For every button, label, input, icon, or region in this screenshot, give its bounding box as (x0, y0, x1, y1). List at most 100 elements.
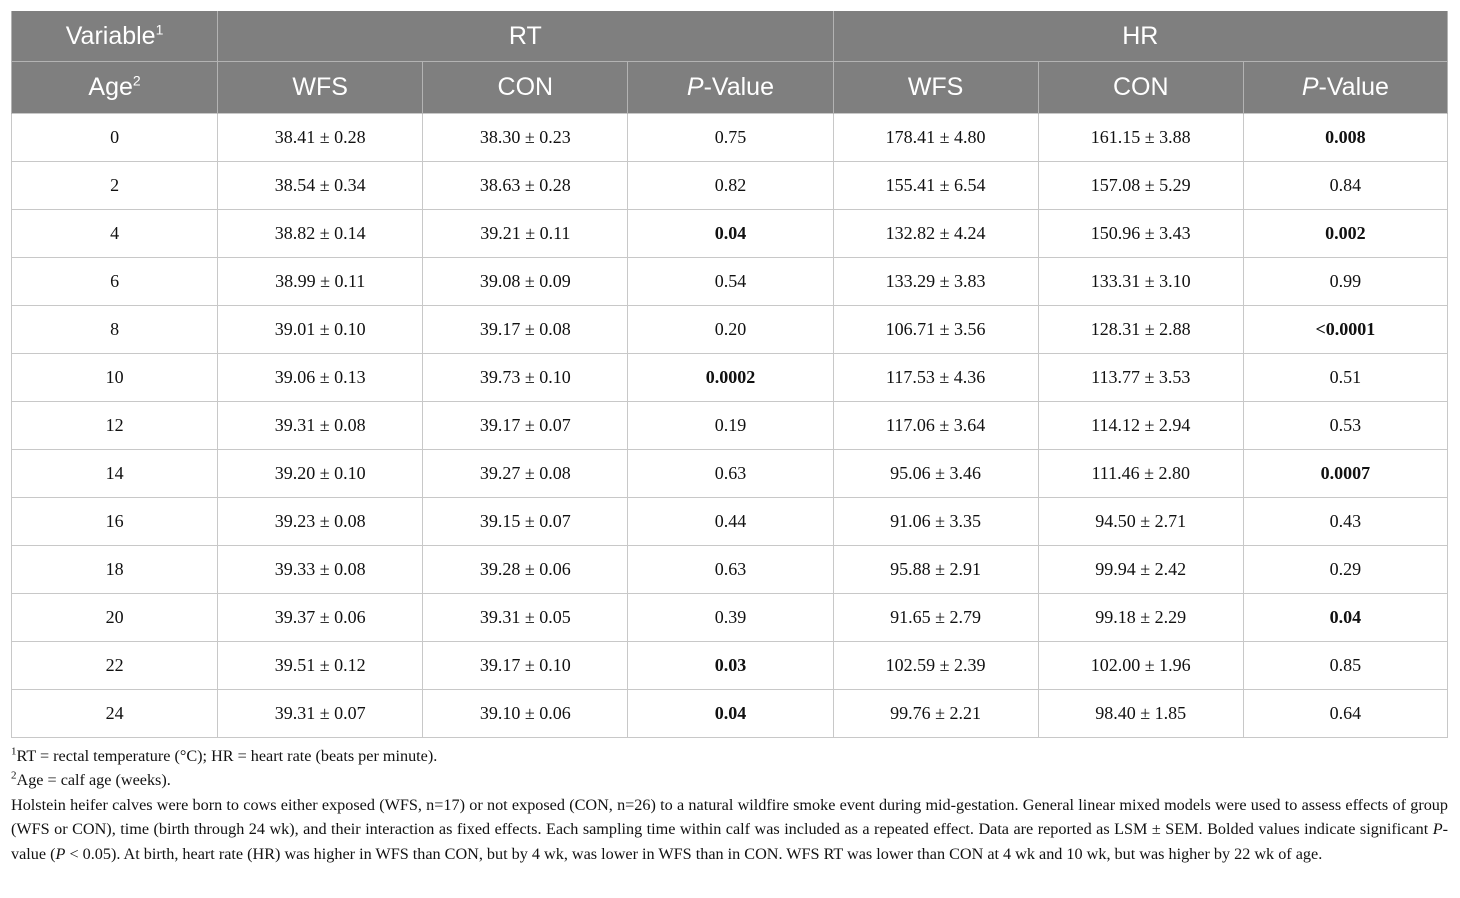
footnote-marker-2: 2 (132, 72, 141, 89)
hr-pvalue-cell: 0.53 (1242, 401, 1449, 450)
age-cell: 24 (10, 689, 219, 738)
rt-pvalue-header: P-Value (627, 61, 834, 114)
hr-pvalue-cell: 0.29 (1242, 545, 1449, 594)
hr-wfs-cell: 117.53 ± 4.36 (832, 353, 1039, 402)
rt-wfs-header: WFS (217, 61, 424, 114)
table-row: 20 39.37 ± 0.06 39.31 ± 0.05 0.39 91.65 ± 2.… (10, 593, 1449, 642)
age-cell: 4 (10, 209, 219, 258)
table-row: 16 39.23 ± 0.08 39.15 ± 0.07 0.44 91.06 ± 3.… (10, 497, 1449, 546)
rt-con-cell: 38.30 ± 0.23 (422, 113, 629, 162)
table-row: 12 39.31 ± 0.08 39.17 ± 0.07 0.19 117.06 ± 3… (10, 401, 1449, 450)
rt-con-cell: 39.08 ± 0.09 (422, 257, 629, 306)
footnote-2: 2Age = calf age (weeks). (11, 770, 171, 790)
table-row: 0 38.41 ± 0.28 38.30 ± 0.23 0.75 178.41 ± 4.… (10, 113, 1449, 162)
rt-con-cell: 39.28 ± 0.06 (422, 545, 629, 594)
rt-con-cell: 39.73 ± 0.10 (422, 353, 629, 402)
hr-pvalue-cell: 0.008 (1242, 113, 1449, 162)
rt-pvalue-cell: 0.19 (627, 401, 834, 450)
rt-pvalue-cell: 0.04 (627, 689, 834, 738)
footnote-marker-1: 1 (155, 21, 164, 38)
rt-con-cell: 39.31 ± 0.05 (422, 593, 629, 642)
hr-con-cell: 113.77 ± 3.53 (1037, 353, 1244, 402)
age-cell: 2 (10, 161, 219, 210)
hr-con-cell: 98.40 ± 1.85 (1037, 689, 1244, 738)
hr-pvalue-header: P-Value (1242, 61, 1449, 114)
rt-pvalue-cell: 0.44 (627, 497, 834, 546)
hr-con-cell: 133.31 ± 3.10 (1037, 257, 1244, 306)
hr-con-cell: 99.18 ± 2.29 (1037, 593, 1244, 642)
rt-con-cell: 39.21 ± 0.11 (422, 209, 629, 258)
rt-pvalue-cell: 0.04 (627, 209, 834, 258)
hr-wfs-cell: 178.41 ± 4.80 (832, 113, 1039, 162)
hr-pvalue-cell: 0.002 (1242, 209, 1449, 258)
table-row: 14 39.20 ± 0.10 39.27 ± 0.08 0.63 95.06 ± 3.… (10, 449, 1449, 498)
hr-wfs-cell: 106.71 ± 3.56 (832, 305, 1039, 354)
hr-pvalue-cell: <0.0001 (1242, 305, 1449, 354)
table-body: 0 38.41 ± 0.28 38.30 ± 0.23 0.75 178.41 ± 4.… (10, 113, 1449, 738)
age-cell: 8 (10, 305, 219, 354)
rt-wfs-cell: 38.41 ± 0.28 (217, 113, 424, 162)
rt-pvalue-cell: 0.63 (627, 545, 834, 594)
rt-pvalue-cell: 0.39 (627, 593, 834, 642)
hr-con-cell: 114.12 ± 2.94 (1037, 401, 1244, 450)
footnote-1: 1RT = rectal temperature (°C); HR = hear… (11, 745, 438, 765)
hr-wfs-cell: 99.76 ± 2.21 (832, 689, 1039, 738)
age-cell: 0 (10, 113, 219, 162)
rt-con-cell: 39.27 ± 0.08 (422, 449, 629, 498)
hr-wfs-cell: 102.59 ± 2.39 (832, 641, 1039, 690)
hr-wfs-cell: 132.82 ± 4.24 (832, 209, 1039, 258)
rt-con-cell: 39.17 ± 0.10 (422, 641, 629, 690)
variable-header: Variable1 (10, 11, 219, 62)
age-cell: 10 (10, 353, 219, 402)
rt-pvalue-cell: 0.0002 (627, 353, 834, 402)
age-cell: 14 (10, 449, 219, 498)
table-row: 2 38.54 ± 0.34 38.63 ± 0.28 0.82 155.41 ± 6.… (10, 161, 1449, 210)
rt-pvalue-cell: 0.03 (627, 641, 834, 690)
age-cell: 12 (10, 401, 219, 450)
rt-wfs-cell: 39.20 ± 0.10 (217, 449, 424, 498)
table-row: 4 38.82 ± 0.14 39.21 ± 0.11 0.04 132.82 ± 4.… (10, 209, 1449, 258)
results-table: Variable1 RT HR Age2 WFS CON P-Value WFS… (10, 11, 1449, 738)
hr-wfs-cell: 91.65 ± 2.79 (832, 593, 1039, 642)
table-row: 6 38.99 ± 0.11 39.08 ± 0.09 0.54 133.29 ± 3.… (10, 257, 1449, 306)
rt-con-cell: 39.15 ± 0.07 (422, 497, 629, 546)
rt-pvalue-cell: 0.75 (627, 113, 834, 162)
table-notes: 1RT = rectal temperature (°C); HR = hear… (11, 744, 1448, 866)
rt-pvalue-cell: 0.20 (627, 305, 834, 354)
hr-group-header: HR (832, 11, 1449, 62)
rt-con-cell: 39.17 ± 0.08 (422, 305, 629, 354)
hr-wfs-cell: 155.41 ± 6.54 (832, 161, 1039, 210)
rt-con-cell: 38.63 ± 0.28 (422, 161, 629, 210)
rt-pvalue-cell: 0.63 (627, 449, 834, 498)
hr-pvalue-cell: 0.85 (1242, 641, 1449, 690)
hr-pvalue-cell: 0.04 (1242, 593, 1449, 642)
rt-pvalue-cell: 0.54 (627, 257, 834, 306)
rt-wfs-cell: 39.31 ± 0.07 (217, 689, 424, 738)
hr-con-cell: 111.46 ± 2.80 (1037, 449, 1244, 498)
hr-wfs-cell: 117.06 ± 3.64 (832, 401, 1039, 450)
table-row: 24 39.31 ± 0.07 39.10 ± 0.06 0.04 99.76 ± 2.… (10, 689, 1449, 738)
rt-wfs-cell: 39.51 ± 0.12 (217, 641, 424, 690)
hr-con-cell: 128.31 ± 2.88 (1037, 305, 1244, 354)
rt-con-cell: 39.10 ± 0.06 (422, 689, 629, 738)
table-header: Variable1 RT HR Age2 WFS CON P-Value WFS… (10, 11, 1449, 114)
hr-con-cell: 99.94 ± 2.42 (1037, 545, 1244, 594)
hr-pvalue-cell: 0.0007 (1242, 449, 1449, 498)
hr-con-cell: 150.96 ± 3.43 (1037, 209, 1244, 258)
rt-wfs-cell: 38.99 ± 0.11 (217, 257, 424, 306)
hr-con-header: CON (1037, 61, 1244, 114)
table-container: Variable1 RT HR Age2 WFS CON P-Value WFS… (10, 11, 1449, 866)
rt-wfs-cell: 39.01 ± 0.10 (217, 305, 424, 354)
age-cell: 18 (10, 545, 219, 594)
hr-pvalue-cell: 0.99 (1242, 257, 1449, 306)
table-row: 22 39.51 ± 0.12 39.17 ± 0.10 0.03 102.59 ± 2… (10, 641, 1449, 690)
hr-wfs-cell: 95.06 ± 3.46 (832, 449, 1039, 498)
table-row: 18 39.33 ± 0.08 39.28 ± 0.06 0.63 95.88 ± 2.… (10, 545, 1449, 594)
rt-wfs-cell: 39.33 ± 0.08 (217, 545, 424, 594)
rt-wfs-cell: 39.37 ± 0.06 (217, 593, 424, 642)
table-row: 10 39.06 ± 0.13 39.73 ± 0.10 0.0002 117.53 ±… (10, 353, 1449, 402)
rt-wfs-cell: 39.06 ± 0.13 (217, 353, 424, 402)
hr-pvalue-cell: 0.64 (1242, 689, 1449, 738)
hr-wfs-header: WFS (832, 61, 1039, 114)
hr-wfs-cell: 91.06 ± 3.35 (832, 497, 1039, 546)
